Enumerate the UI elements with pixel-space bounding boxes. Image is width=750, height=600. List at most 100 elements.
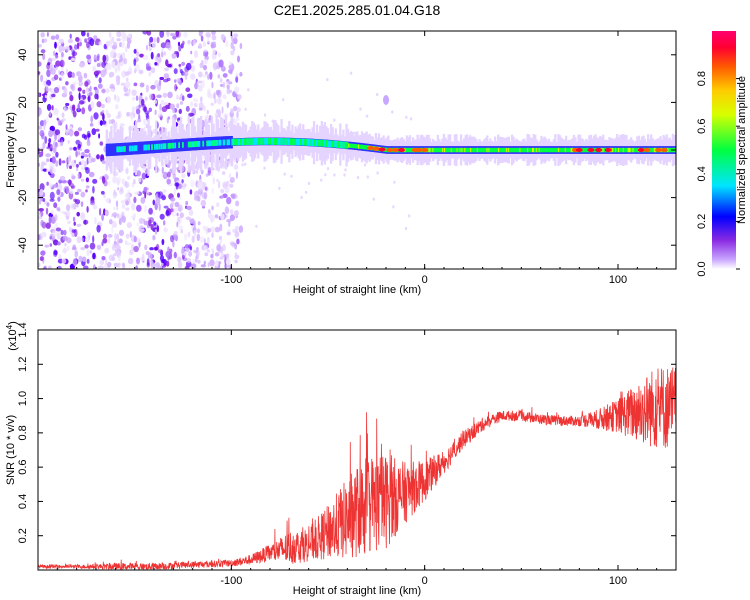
noise-speck — [89, 85, 92, 92]
signal-peak — [567, 147, 570, 153]
noise-speck — [211, 187, 214, 195]
signal-peak — [441, 147, 443, 153]
noise-speck — [125, 77, 129, 82]
noise-speck — [46, 116, 49, 123]
noise-speck — [89, 38, 95, 47]
noise-speck — [185, 216, 191, 221]
signal-peak — [544, 147, 547, 153]
signal-peak — [620, 147, 623, 153]
signal-peak — [301, 138, 304, 146]
signal-peak — [330, 140, 333, 148]
noise-speck — [46, 32, 49, 37]
signal-peak — [615, 147, 617, 153]
signal-peak — [222, 139, 225, 146]
noise-speck — [105, 210, 108, 215]
noise-speck — [71, 204, 77, 209]
signal-peak — [193, 141, 196, 147]
noise-speck — [89, 123, 94, 127]
signal-max — [595, 148, 603, 152]
noise-speck — [119, 186, 124, 193]
noise-speck — [217, 165, 220, 172]
noise-speck — [84, 236, 91, 243]
noise-speck — [67, 38, 73, 44]
noise-speck — [290, 174, 293, 178]
colorbar-ticks: 0.0 0.2 0.4 0.6 0.8 — [696, 71, 740, 277]
signal-peak — [196, 141, 199, 147]
noise-speck — [203, 260, 206, 265]
noise-speck — [211, 169, 214, 178]
noise-speck — [49, 183, 53, 188]
signal-peak — [487, 147, 490, 153]
noise-speck — [148, 46, 152, 52]
signal-peak — [464, 147, 467, 153]
noise-speck — [198, 84, 203, 92]
noise-speck — [92, 178, 98, 184]
noise-speck — [61, 51, 64, 58]
signal-peak — [625, 147, 628, 153]
signal-peak — [469, 147, 471, 153]
noise-speck — [131, 106, 135, 114]
noise-speck — [51, 156, 56, 164]
signal-core — [200, 137, 203, 150]
noise-speck — [171, 52, 177, 59]
noise-speck — [176, 221, 179, 228]
signal-peak — [341, 141, 344, 149]
noise-speck — [74, 130, 80, 137]
signal-peak — [321, 139, 323, 147]
noise-speck — [216, 89, 222, 98]
noise-speck — [233, 33, 238, 38]
signal-peak — [528, 147, 530, 153]
noise-speck — [209, 259, 215, 267]
noise-speck — [185, 105, 190, 112]
noise-speck — [326, 167, 330, 171]
signal-peak — [457, 147, 460, 153]
noise-speck — [86, 206, 89, 213]
noise-speck — [67, 140, 70, 144]
noise-speck — [144, 191, 147, 199]
signal-peak — [202, 140, 205, 147]
noise-speck — [102, 176, 106, 184]
noise-speck — [81, 107, 86, 115]
noise-speck — [174, 182, 180, 187]
noise-speck — [49, 191, 55, 200]
noise-speck — [109, 219, 113, 225]
noise-speck — [173, 79, 177, 83]
signal-peak — [306, 139, 309, 146]
signal-max — [372, 146, 380, 151]
signal-peak — [409, 147, 411, 153]
noise-speck — [56, 117, 59, 121]
signal-peak — [198, 141, 201, 147]
noise-speck — [391, 110, 394, 114]
signal-peak — [473, 147, 475, 153]
noise-speck — [116, 31, 122, 38]
signal-peak — [312, 139, 315, 146]
noise-speck — [304, 190, 308, 194]
noise-speck — [85, 189, 88, 193]
signal-peak — [313, 139, 316, 147]
noise-speck — [40, 49, 46, 54]
noise-speck — [87, 96, 90, 101]
noise-speck — [178, 63, 182, 67]
noise-speck — [76, 223, 82, 227]
noise-speck — [78, 255, 83, 263]
noise-speck — [173, 251, 177, 259]
signal-peak — [446, 147, 449, 153]
noise-speck — [78, 92, 81, 101]
noise-speck — [219, 195, 224, 199]
noise-speck — [60, 229, 64, 236]
signal-peak — [234, 138, 236, 146]
noise-speck — [282, 98, 285, 102]
noise-speck — [76, 236, 82, 244]
signal-peak — [542, 147, 545, 153]
noise-speck — [178, 44, 182, 52]
noise-speck — [161, 262, 164, 266]
signal-peak — [169, 143, 172, 149]
y-tick-label: 20 — [17, 96, 29, 108]
noise-speck — [228, 69, 233, 74]
signal-peak — [167, 143, 170, 149]
signal-max — [604, 148, 612, 152]
signal-peak — [570, 147, 573, 153]
noise-speck — [112, 194, 117, 199]
noise-speck — [177, 41, 181, 47]
signal-peak — [148, 144, 150, 151]
